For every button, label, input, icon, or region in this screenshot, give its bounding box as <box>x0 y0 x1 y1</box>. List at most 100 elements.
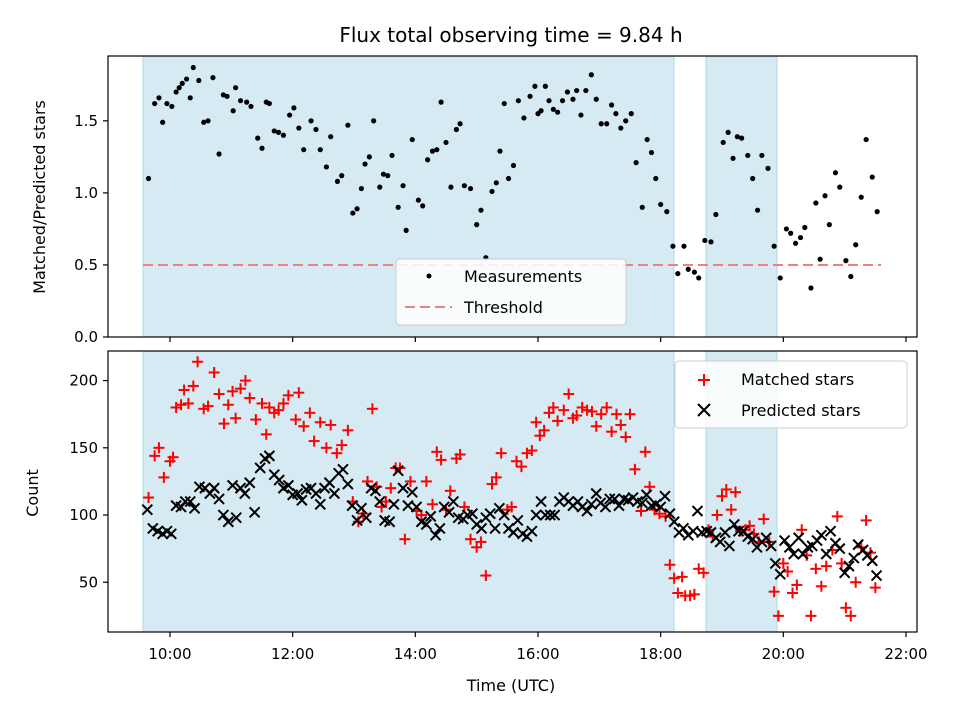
predicted-stars-point <box>141 503 154 516</box>
measurement-point <box>358 185 364 192</box>
legend-label-threshold: Threshold <box>463 298 543 317</box>
measurement-point <box>788 230 794 236</box>
matched-stars-point <box>213 388 225 400</box>
measurement-point <box>176 85 182 91</box>
measurement-point <box>409 136 415 143</box>
predicted-stars-point <box>769 557 782 570</box>
predicted-stars-point <box>815 529 828 541</box>
predicted-stars-point <box>824 525 837 537</box>
y-tick-label: 1.5 <box>74 112 98 130</box>
matched-stars-point <box>158 471 170 483</box>
matched-stars-point <box>586 406 598 418</box>
matched-stars-point <box>331 447 343 459</box>
predicted-stars-point <box>475 522 488 535</box>
matched-stars-point <box>515 461 527 473</box>
matched-stars-point <box>590 420 602 432</box>
measurement-point <box>765 165 771 171</box>
y-tick-label: 0.5 <box>74 256 98 274</box>
measurement-point <box>542 83 548 89</box>
predicted-stars-point <box>484 507 496 520</box>
predicted-stars-point <box>719 526 731 539</box>
predicted-stars-point <box>420 518 433 531</box>
measurement-point <box>538 108 544 114</box>
measurement-point <box>853 242 859 248</box>
top-legend: Measurements Threshold <box>395 258 627 326</box>
top-panel: 0.0 0.5 1.0 1.5 Matched/Predicted stars Mea… <box>30 55 918 346</box>
measurement-point <box>248 103 254 110</box>
predicted-stars-point <box>314 498 326 510</box>
matched-stars-point <box>175 399 187 411</box>
measurement-point <box>339 173 345 179</box>
measurement-point <box>633 160 639 166</box>
matched-stars-point <box>526 444 538 456</box>
matched-stars-point <box>153 442 165 454</box>
measurement-point <box>515 98 521 104</box>
matched-stars-point <box>263 401 275 413</box>
matched-stars-point <box>869 582 881 594</box>
predicted-stars-point <box>489 522 501 535</box>
matched-stars-point <box>277 397 289 409</box>
matched-stars-point <box>729 486 741 498</box>
predicted-stars-point <box>834 542 846 555</box>
matched-stars-point <box>538 424 550 436</box>
matched-stars-point <box>256 397 268 409</box>
measurement-point <box>271 128 277 134</box>
measurement-point <box>237 98 244 104</box>
measurement-point <box>190 64 196 71</box>
measurement-point <box>438 99 444 105</box>
legend-marker-measurements <box>426 273 432 279</box>
matched-stars-point <box>187 380 199 392</box>
matched-stars-point <box>791 579 803 591</box>
measurement-point <box>345 122 351 128</box>
predicted-stars-point <box>328 487 341 500</box>
matched-stars-point <box>860 514 872 526</box>
predicted-stars-point <box>254 462 266 474</box>
measurement-point <box>350 210 356 216</box>
predicted-stars-point <box>213 493 225 505</box>
measurement-point <box>366 154 372 160</box>
y-tick-label: 200 <box>69 372 98 390</box>
matched-stars-point <box>620 431 632 443</box>
bottom-panel: 50 100 150 200 10:00 12:00 14:00 16:00 18:00 20:… <box>23 350 928 695</box>
measurement-point <box>145 175 152 182</box>
predicted-stars-point <box>360 512 372 524</box>
matched-stars-point <box>366 403 378 415</box>
matched-stars-point <box>244 392 256 404</box>
matched-stars-point <box>260 428 272 440</box>
measurement-point <box>280 132 287 138</box>
matched-stars-point <box>475 536 487 548</box>
matched-stars-point <box>399 533 411 545</box>
measurement-point <box>843 258 849 264</box>
matched-stars-point <box>325 419 337 431</box>
measurement-point <box>570 96 576 102</box>
matched-stars-point <box>320 442 332 454</box>
measurement-point <box>628 111 634 117</box>
matched-stars-point <box>547 401 559 413</box>
matched-stars-point <box>314 416 326 428</box>
measurement-point <box>681 243 687 249</box>
measurement-point <box>696 275 702 281</box>
matched-stars-point <box>845 610 857 622</box>
measurement-point <box>644 136 650 143</box>
predicted-stars-point <box>248 506 261 519</box>
predicted-stars-point <box>188 502 201 515</box>
measurement-point <box>658 201 664 208</box>
chart-title: Flux total observing time = 9.84 h <box>339 23 682 47</box>
measurement-point <box>777 275 783 281</box>
matched-stars-point <box>744 520 756 532</box>
matched-stars-point <box>664 559 676 571</box>
matched-stars-point <box>511 455 523 467</box>
measurement-point <box>618 125 624 131</box>
matched-stars-point <box>530 416 542 428</box>
predicted-stars-point <box>374 495 386 508</box>
measurement-point <box>497 148 503 154</box>
measurement-point <box>400 183 406 189</box>
predicted-stars-point <box>746 533 759 545</box>
predicted-stars-point <box>410 501 423 513</box>
matched-stars-point <box>672 587 684 599</box>
predicted-stars-point <box>636 497 648 509</box>
x-axis-label: Time (UTC) <box>466 676 555 695</box>
predicted-stars-point <box>732 525 745 537</box>
predicted-stars-point <box>165 528 177 540</box>
measurement-point <box>478 207 484 213</box>
